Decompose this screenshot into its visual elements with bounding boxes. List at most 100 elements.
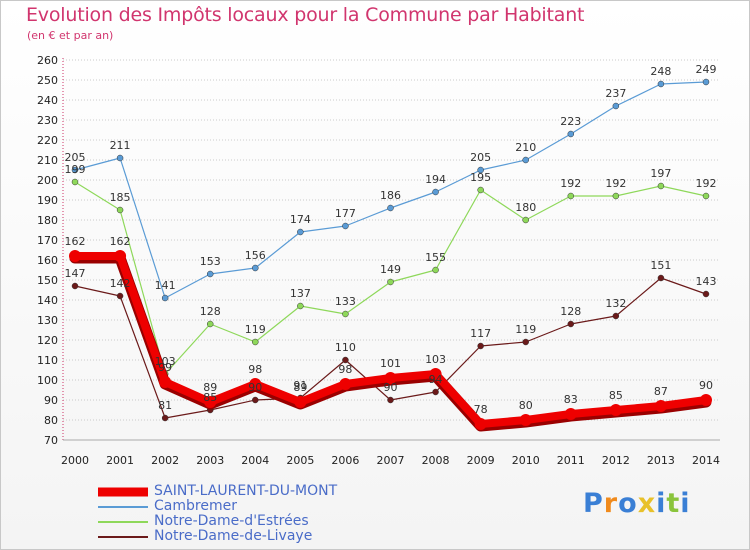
data-point [387,278,394,286]
data-point [297,302,304,310]
data-label: 151 [650,259,671,272]
logo-letter: i [680,488,691,519]
data-label: 147 [65,267,86,280]
data-label: 103 [425,353,446,366]
data-label: 211 [110,139,131,152]
y-tick-label: 240 [37,94,58,107]
logo-letter: P [583,488,604,519]
data-label: 137 [290,287,311,300]
data-label: 90 [699,379,713,392]
data-point [342,310,349,318]
data-point [432,266,439,274]
data-point [567,320,575,328]
data-label: 195 [470,171,491,184]
y-tick-label: 220 [37,134,58,147]
data-point [567,192,575,200]
data-label: 98 [338,363,352,376]
data-point [206,270,214,278]
data-point [161,294,169,302]
data-point [339,378,352,390]
y-tick-label: 80 [44,414,58,427]
x-tick-label: 2001 [106,454,134,467]
data-label: 110 [335,341,356,354]
data-label: 85 [203,391,217,404]
data-point [429,368,442,380]
data-point [294,396,307,408]
x-tick-label: 2011 [557,454,585,467]
data-point [116,292,124,300]
data-label: 205 [65,151,86,164]
y-tick-label: 130 [37,314,58,327]
y-tick-label: 120 [37,334,58,347]
data-point [204,396,217,408]
y-tick-label: 70 [44,434,58,447]
y-tick-label: 170 [37,234,58,247]
data-label: 87 [654,385,668,398]
y-tick-label: 250 [37,74,58,87]
chart-subtitle: (en € et par an) [27,29,114,42]
data-point [612,312,620,320]
y-tick-label: 200 [37,174,58,187]
data-point [71,282,79,290]
x-tick-label: 2003 [196,454,224,467]
logo-letter: o [618,488,638,519]
legend-label: Notre-Dame-d'Estrées [154,513,309,529]
legend-swatch [98,520,148,523]
data-label: 98 [248,363,262,376]
data-point [249,378,262,390]
data-label: 156 [245,249,266,262]
x-tick-label: 2000 [61,454,89,467]
logo-letter: t [666,488,681,519]
data-label: 101 [380,357,401,370]
data-label: 194 [425,173,446,186]
x-tick-label: 2014 [692,454,720,467]
data-label: 192 [696,177,717,190]
data-point [702,290,710,298]
data-label: 205 [470,151,491,164]
data-point [519,414,532,426]
data-label: 99 [158,361,172,374]
data-point [609,404,622,416]
logo-letter: x [637,488,657,519]
data-label: 180 [515,201,536,214]
data-label: 185 [110,191,131,204]
data-point [522,156,529,164]
data-label: 141 [155,279,176,292]
data-point [206,320,214,328]
data-point [432,388,439,396]
data-label: 162 [110,235,131,248]
data-label: 223 [560,115,581,128]
data-label: 186 [380,189,401,202]
data-point [477,186,484,194]
x-tick-label: 2010 [512,454,540,467]
y-tick-label: 140 [37,294,58,307]
data-label: 119 [245,323,266,336]
data-point [252,264,259,272]
data-label: 162 [65,235,86,248]
y-tick-label: 230 [37,114,58,127]
x-tick-label: 2005 [286,454,314,467]
legend-swatch [98,487,148,496]
x-tick-label: 2006 [331,454,359,467]
x-tick-label: 2008 [422,454,450,467]
data-label: 89 [293,381,307,394]
data-label: 192 [560,177,581,190]
data-point [474,418,487,430]
data-point [564,408,577,420]
y-tick-label: 90 [44,394,58,407]
data-point [522,338,529,346]
data-point [702,78,710,86]
chart-title: Evolution des Impôts locaux pour la Comm… [26,4,585,26]
data-point [700,394,712,406]
data-label: 103 [155,355,176,368]
legend-swatch [98,535,148,538]
legend-label: Cambremer [154,498,237,514]
data-label: 83 [564,393,578,406]
data-point [71,178,79,186]
data-label: 248 [650,65,671,78]
y-tick-label: 190 [37,194,58,207]
data-point [114,250,127,262]
data-point [477,342,484,350]
legend-swatch [98,505,148,508]
x-tick-label: 2009 [467,454,495,467]
